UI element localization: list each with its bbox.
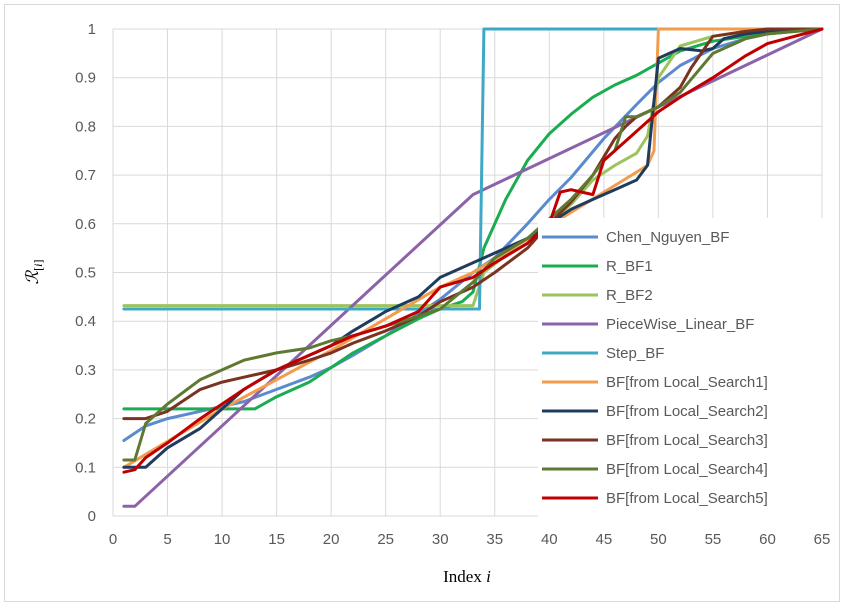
y-tick-label: 1 [88,21,96,38]
series-line [122,27,824,421]
x-tick-label: 55 [705,531,722,548]
x-tick-label: 50 [650,531,667,548]
x-tick-label: 65 [814,531,831,548]
x-tick-label: 30 [432,531,449,548]
x-tick-label: 20 [323,531,340,548]
x-tick-label: 60 [759,531,776,548]
y-tick-label: 0.2 [75,411,96,428]
legend-label: PieceWise_Linear_BF [606,316,754,333]
x-axis-title: Index i [443,567,491,586]
x-tick-label: 5 [163,531,171,548]
y-tick-label: 0.3 [75,362,96,379]
series-line [122,27,824,474]
series-lines [122,27,824,508]
x-tick-label: 25 [377,531,394,548]
y-axis-title: ℛ[i] [23,260,45,285]
legend-label: Chen_Nguyen_BF [606,229,729,246]
y-tick-label: 0 [88,508,96,525]
y-tick-label: 0.5 [75,265,96,282]
x-tick-label: 35 [486,531,503,548]
series-line [122,27,824,308]
x-tick-label: 15 [268,531,285,548]
y-tick-label: 0.6 [75,216,96,233]
legend-label: R_BF2 [606,287,653,304]
legend-label: Step_BF [606,345,664,362]
y-tick-label: 0.1 [75,459,96,476]
series-line [122,27,824,508]
svg-text:ℛ[i]: ℛ[i] [23,260,45,285]
x-tick-label: 0 [109,531,117,548]
x-tick-label: 10 [214,531,231,548]
y-tick-labels: 0 0.1 0.2 0.3 0.4 0.5 0.6 0.7 0.8 0.9 1 [75,21,96,525]
legend-label: R_BF1 [606,258,653,275]
x-tick-label: 45 [596,531,613,548]
legend-label: BF[from Local_Search4] [606,461,768,478]
legend-label: BF[from Local_Search5] [606,490,768,507]
y-tick-label: 0.4 [75,313,96,330]
y-tick-label: 0.8 [75,118,96,135]
legend-label: BF[from Local_Search2] [606,403,768,420]
x-tick-labels: 0 5 10 15 20 25 30 35 40 45 50 55 60 65 [109,531,831,548]
x-tick-label: 40 [541,531,558,548]
legend: Chen_Nguyen_BF R_BF1 R_BF2 PieceWise_Linear… [538,218,833,518]
y-tick-label: 0.7 [75,167,96,184]
legend-label: BF[from Local_Search3] [606,432,768,449]
legend-label: BF[from Local_Search1] [606,374,768,391]
y-tick-label: 0.9 [75,70,96,87]
